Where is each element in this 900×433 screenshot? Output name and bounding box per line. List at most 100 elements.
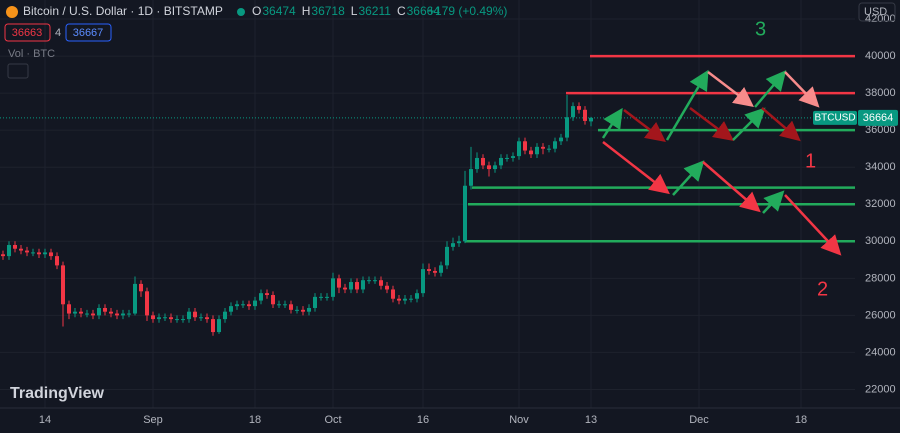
candle-body xyxy=(301,309,305,312)
collapse-button[interactable] xyxy=(7,63,29,79)
candle-body xyxy=(391,289,395,299)
candle-body xyxy=(37,252,41,255)
candle-body xyxy=(211,319,215,333)
y-tick-label: 28000 xyxy=(865,272,896,284)
candle-body xyxy=(247,304,251,307)
candle-body xyxy=(487,165,491,170)
y-tick-label: 24000 xyxy=(865,346,896,358)
candle-body xyxy=(493,165,497,170)
candle-body xyxy=(115,313,119,316)
arrow xyxy=(672,160,705,196)
candle-body xyxy=(121,313,125,316)
candle-body xyxy=(517,141,521,157)
arrow xyxy=(754,70,787,108)
ohlc-value: 36718 xyxy=(311,4,345,18)
candle-body xyxy=(355,282,359,290)
candle-body xyxy=(565,117,569,138)
candle-body xyxy=(403,298,407,301)
candle-body xyxy=(61,265,65,305)
candle-body xyxy=(337,278,341,288)
candle-body xyxy=(397,298,401,301)
candle-body xyxy=(523,141,527,151)
candle-body xyxy=(139,283,143,292)
arrow xyxy=(689,107,734,141)
candle-body xyxy=(535,146,539,155)
ohlc-label: H xyxy=(302,4,311,18)
currency-button[interactable] xyxy=(858,2,896,22)
spread: 4 xyxy=(55,27,61,39)
candle-body xyxy=(187,311,191,320)
candle-body xyxy=(253,300,257,307)
symbol-tag: BTCUSD xyxy=(814,113,855,124)
candle-body xyxy=(319,296,323,298)
arrow xyxy=(761,107,801,142)
candle-body xyxy=(433,270,437,273)
candle-body xyxy=(439,265,443,273)
x-tick-label: Oct xyxy=(324,414,341,426)
symbol-tag-bg xyxy=(813,110,857,125)
x-tick-label: 13 xyxy=(585,414,597,426)
candle-body xyxy=(79,311,83,314)
candle-body xyxy=(277,304,281,306)
sell-button[interactable] xyxy=(4,23,51,42)
arrow xyxy=(665,69,709,141)
candle-body xyxy=(469,169,473,186)
candle-body xyxy=(457,241,461,244)
candle-body xyxy=(505,157,509,159)
annotation: 1 xyxy=(805,150,816,172)
candle-body xyxy=(67,304,71,314)
candle-body xyxy=(229,306,233,312)
candle-body xyxy=(373,280,377,282)
ohlc-value: 36664 xyxy=(407,4,441,18)
ohlc-value: 36211 xyxy=(358,4,391,18)
symbol-title: Bitcoin / U.S. Dollar · 1D · BITSTAMP xyxy=(23,4,223,18)
candle-body xyxy=(127,313,131,315)
candle-body xyxy=(217,319,221,333)
candle-body xyxy=(193,311,197,318)
ohlc: O 36474 H 36718 L 36211 C 36664 xyxy=(252,4,440,18)
price-tag: 36664 xyxy=(863,112,894,124)
y-tick-label: 32000 xyxy=(865,198,896,210)
candle-body xyxy=(421,269,425,294)
candle-body xyxy=(577,106,581,110)
candle-body xyxy=(295,309,299,311)
candle-body xyxy=(541,146,545,149)
candle-body xyxy=(559,137,563,142)
candle-body xyxy=(307,307,311,312)
candle-body xyxy=(7,245,11,257)
candles xyxy=(1,94,593,336)
arrow xyxy=(601,107,623,139)
x-tick-label: Dec xyxy=(689,414,709,426)
currency[interactable]: USD xyxy=(864,6,887,18)
x-tick-label: 18 xyxy=(795,414,807,426)
axes: 22000 24000 26000 28000 30000 32000 34000 36000… xyxy=(0,13,900,426)
candle-body xyxy=(133,283,137,314)
buy-button[interactable] xyxy=(65,23,112,42)
buy-price[interactable]: 36667 xyxy=(73,27,104,39)
y-tick-label: 22000 xyxy=(865,383,896,395)
candle-body xyxy=(151,315,155,320)
ohlc-value: 36474 xyxy=(262,4,296,18)
candle-body xyxy=(481,157,485,166)
y-tick-label: 34000 xyxy=(865,161,896,173)
candle-body xyxy=(49,252,53,257)
candle-body xyxy=(259,293,263,301)
candle-body xyxy=(271,295,275,305)
x-tick-label: 14 xyxy=(39,414,51,426)
candle-body xyxy=(73,311,77,314)
y-tick-label: 38000 xyxy=(865,87,896,99)
candle-body xyxy=(445,246,449,266)
candle-body xyxy=(313,296,317,308)
sell-price[interactable]: 36663 xyxy=(12,27,43,39)
annotation: 3 xyxy=(755,18,766,40)
candle-body xyxy=(571,106,575,118)
x-tick-label: 16 xyxy=(417,414,429,426)
candle-body xyxy=(427,269,431,271)
candle-body xyxy=(379,280,383,286)
candle-body xyxy=(367,280,371,282)
candle-body xyxy=(103,307,107,312)
arrow xyxy=(602,141,670,195)
price-tag-bg xyxy=(858,109,898,126)
candle-body xyxy=(199,317,203,319)
